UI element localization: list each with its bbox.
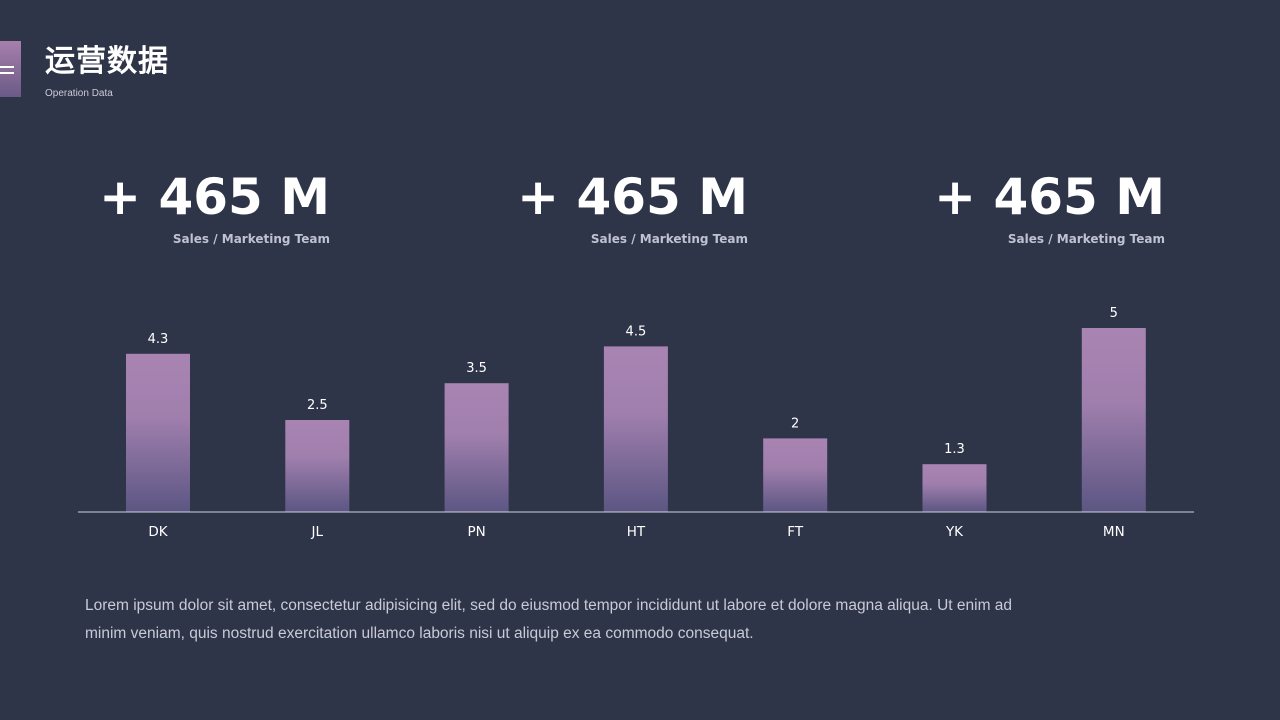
data-label: 4.5 (626, 324, 647, 339)
stat-block-2: + 465 M Sales / Marketing Team (488, 168, 748, 247)
bar-mn (1081, 328, 1146, 512)
x-tick-label: YK (945, 524, 964, 540)
bar-jl (285, 420, 350, 512)
stat-block-1: + 465 M Sales / Marketing Team (70, 168, 330, 247)
x-tick-label: HT (627, 524, 646, 540)
bar-pn (444, 383, 509, 512)
data-label: 2.5 (307, 398, 328, 413)
data-label: 2 (791, 416, 799, 431)
data-label: 4.3 (148, 332, 169, 347)
stat-label: Sales / Marketing Team (172, 232, 330, 246)
bar-ft (763, 438, 828, 512)
data-label: 3.5 (466, 361, 487, 376)
description-text: Lorem ipsum dolor sit amet, consectetur … (85, 597, 1013, 642)
x-tick-label: FT (787, 524, 804, 540)
bar-ht (603, 346, 668, 512)
x-tick-label: PN (467, 524, 485, 540)
bar-yk (922, 464, 987, 512)
bar-dk (126, 353, 190, 512)
page-subtitle: Operation Data (45, 88, 113, 99)
menu-line (0, 72, 14, 74)
stat-value: + 465 M (99, 168, 330, 226)
stat-label: Sales / Marketing Team (1007, 232, 1165, 246)
stat-value: + 465 M (517, 168, 748, 226)
x-tick-label: DK (148, 524, 168, 540)
menu-line (0, 66, 14, 68)
stat-value: + 465 M (934, 168, 1165, 226)
x-tick-label: MN (1103, 524, 1125, 540)
x-tick-label: JL (311, 524, 324, 540)
data-label: 5 (1110, 306, 1118, 321)
page-title: 运营数据 (45, 44, 169, 79)
stat-label: Sales / Marketing Team (590, 232, 748, 246)
stat-block-3: + 465 M Sales / Marketing Team (905, 168, 1165, 247)
menu-icon[interactable] (0, 41, 21, 97)
data-label: 1.3 (944, 442, 965, 457)
